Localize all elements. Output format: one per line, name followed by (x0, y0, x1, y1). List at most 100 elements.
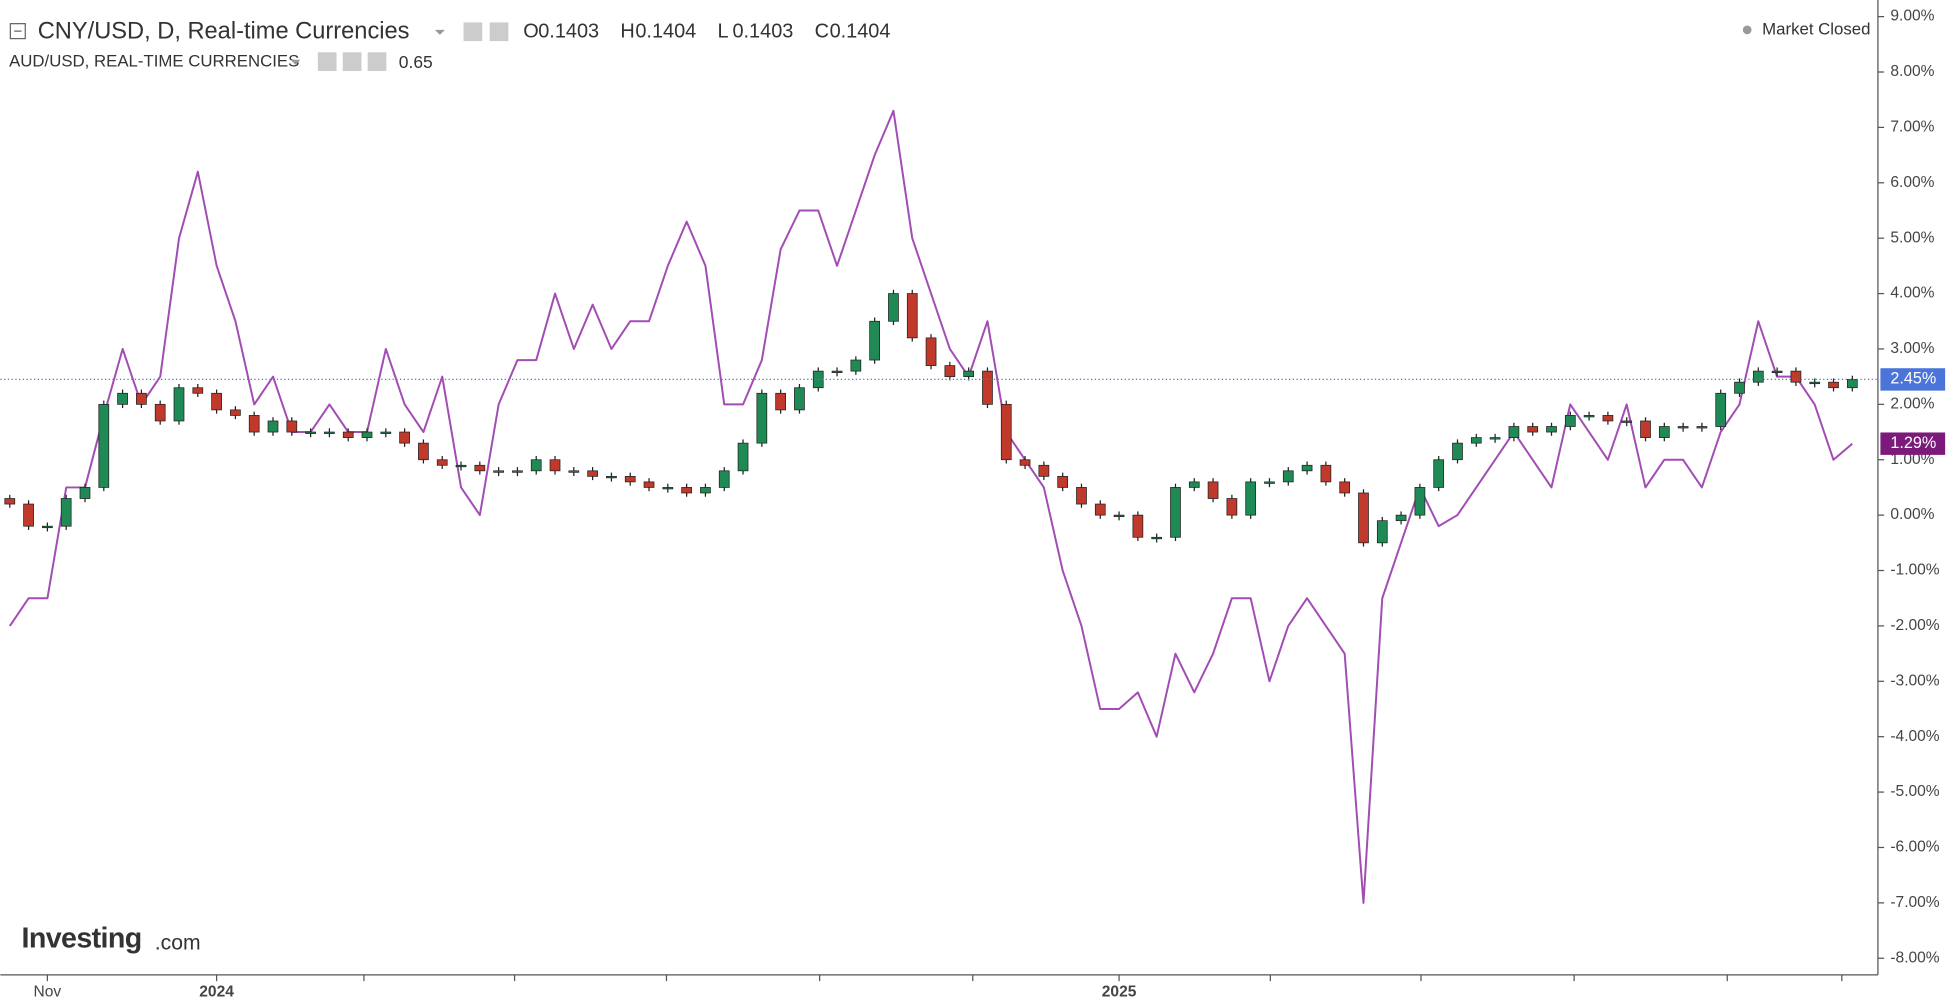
candle (1094, 503, 1106, 516)
candle (662, 487, 674, 490)
y-tick-label: 8.00% (1890, 63, 1934, 80)
candle (248, 415, 260, 433)
candle (211, 392, 222, 411)
ohlc-value: 0.1404 (635, 21, 696, 43)
candle (1658, 426, 1670, 438)
candle (1170, 487, 1181, 538)
candle (775, 392, 786, 411)
candle (1414, 487, 1426, 516)
candle (1809, 381, 1821, 385)
y-tick-label: 2.00% (1890, 395, 1934, 412)
candle (906, 293, 918, 339)
candle (98, 403, 110, 488)
candle (1320, 464, 1332, 483)
series-line (9, 109, 1853, 904)
candle (1433, 459, 1445, 488)
ohlc-label: L (718, 21, 729, 43)
y-tick-label: 6.00% (1890, 174, 1934, 191)
candle (1301, 464, 1313, 472)
y-tick-label: -8.00% (1890, 949, 1939, 966)
x-tick-label: 2024 (199, 983, 234, 1000)
settings-icon[interactable] (489, 22, 509, 42)
ohlc-value: 0.1403 (732, 21, 793, 43)
candle (1000, 403, 1012, 461)
y-tick-label: -2.00% (1890, 617, 1939, 634)
candle (1715, 392, 1727, 427)
candle (700, 487, 711, 494)
candle (23, 503, 34, 527)
candle (436, 459, 448, 466)
last-value-label: 2.45% (1890, 370, 1936, 388)
candle (192, 387, 204, 394)
y-tick-label: 4.00% (1890, 285, 1934, 302)
candle (1621, 420, 1633, 423)
candle (455, 464, 467, 468)
candle (1602, 415, 1614, 422)
candle (342, 431, 354, 438)
y-tick-label: -6.00% (1890, 839, 1939, 856)
candle (361, 431, 373, 438)
candle (963, 370, 975, 378)
x-tick-label: 2025 (1102, 983, 1137, 1000)
y-tick-label: -3.00% (1890, 672, 1939, 689)
candle (1113, 514, 1125, 517)
candle (418, 442, 429, 461)
candle (42, 525, 53, 529)
eye-icon[interactable] (463, 22, 483, 42)
candle (1564, 415, 1576, 427)
settings-icon[interactable] (342, 52, 362, 71)
candle (1207, 481, 1219, 499)
candle (1226, 498, 1238, 516)
candle (286, 420, 298, 433)
dropdown-arrow[interactable] (290, 59, 301, 65)
candle (1583, 415, 1595, 418)
ohlc-legend: O 0.1403 H 0.1404 L 0.1403 C 0.1404 (523, 21, 890, 43)
ohlc-label: C (815, 21, 829, 43)
candle (474, 464, 486, 472)
overlay-series-title: AUD/USD, REAL-TIME CURRENCIES (9, 52, 299, 71)
candle (1752, 370, 1764, 383)
candle (267, 420, 279, 433)
eye-icon[interactable] (317, 52, 337, 71)
dropdown-arrow[interactable] (434, 29, 445, 35)
candle (681, 487, 692, 494)
candle (624, 475, 636, 483)
last-value-box (1880, 432, 1946, 455)
candle (1508, 426, 1520, 438)
collapse-icon[interactable] (9, 23, 26, 40)
candle (549, 459, 561, 472)
y-tick-label: 9.00% (1890, 8, 1934, 25)
candle (493, 470, 504, 473)
overlay-value: 0.65 (399, 52, 433, 72)
y-tick-label: 5.00% (1890, 229, 1934, 246)
candle (944, 365, 956, 378)
candle (60, 498, 72, 527)
candle (568, 470, 580, 473)
candle (1188, 481, 1200, 488)
candle (606, 475, 617, 479)
y-tick-label: 3.00% (1890, 340, 1934, 357)
y-tick-label: 7.00% (1890, 119, 1934, 136)
x-month-ticks (363, 974, 1843, 982)
status-dot (1742, 25, 1752, 35)
candle (1734, 381, 1745, 394)
candle (530, 459, 542, 472)
candle (4, 498, 16, 505)
candle (1019, 459, 1031, 466)
candle (756, 392, 768, 444)
y-tick-label: -4.00% (1890, 728, 1939, 745)
candle (718, 470, 730, 488)
ohlc-label: O (523, 21, 538, 43)
candle (1076, 487, 1087, 505)
candle (1640, 420, 1651, 438)
ohlc-label: H (620, 21, 634, 43)
candle (1264, 481, 1275, 484)
remove-icon[interactable] (367, 52, 387, 71)
candle (1696, 426, 1708, 429)
candle (1358, 492, 1369, 544)
candle (1057, 475, 1069, 488)
market-status: Market Closed (1762, 19, 1870, 38)
candle (1038, 464, 1050, 477)
